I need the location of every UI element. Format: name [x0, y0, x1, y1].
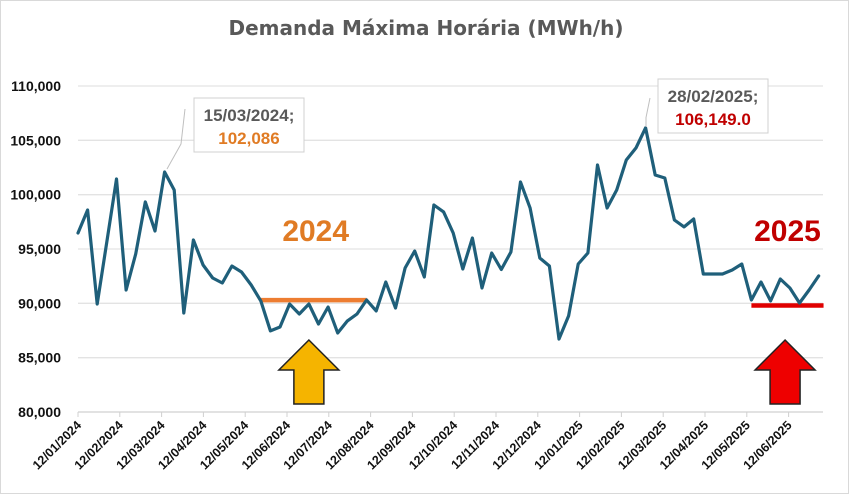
callout-leader-line — [645, 97, 651, 127]
year-label-2024: 2024 — [282, 215, 349, 248]
up-arrow-icon — [753, 338, 817, 405]
y-tick-label: 105,000 — [10, 132, 61, 148]
year-label-2025: 2025 — [754, 215, 821, 248]
callout-date: 15/03/2024; — [204, 106, 295, 125]
y-tick-label: 95,000 — [18, 241, 61, 257]
data-callout: 15/03/2024; 102,086 — [166, 97, 305, 170]
callout-leader-line — [166, 108, 186, 170]
callouts: 15/03/2024; 102,086 28/02/2025; 106,149.0 — [166, 78, 769, 170]
callout-box — [657, 78, 769, 134]
data-callout: 28/02/2025; 106,149.0 — [645, 78, 769, 134]
reference-lines: 2024 2025 — [260, 215, 824, 308]
arrows — [277, 338, 817, 405]
y-tick-label: 85,000 — [18, 350, 61, 366]
y-tick-label: 80,000 — [18, 404, 61, 420]
up-arrow-icon — [277, 338, 341, 405]
y-axis-ticks: 80,000 85,000 90,000 95,000 100,000 105,000 11… — [10, 78, 61, 420]
y-tick-label: 100,000 — [10, 187, 61, 203]
callout-value: 106,149.0 — [675, 110, 751, 129]
chart-title: Demanda Máxima Horária (MWh/h) — [228, 16, 623, 40]
y-tick-label: 90,000 — [18, 295, 61, 311]
series-line — [76, 126, 821, 341]
callout-box — [193, 97, 305, 153]
series-group — [76, 126, 821, 341]
x-axis: 12/01/202412/02/202412/03/202412/04/2024… — [30, 411, 823, 472]
callout-value: 102,086 — [218, 129, 279, 148]
y-tick-label: 110,000 — [11, 78, 61, 94]
callout-date: 28/02/2025; — [668, 87, 759, 106]
